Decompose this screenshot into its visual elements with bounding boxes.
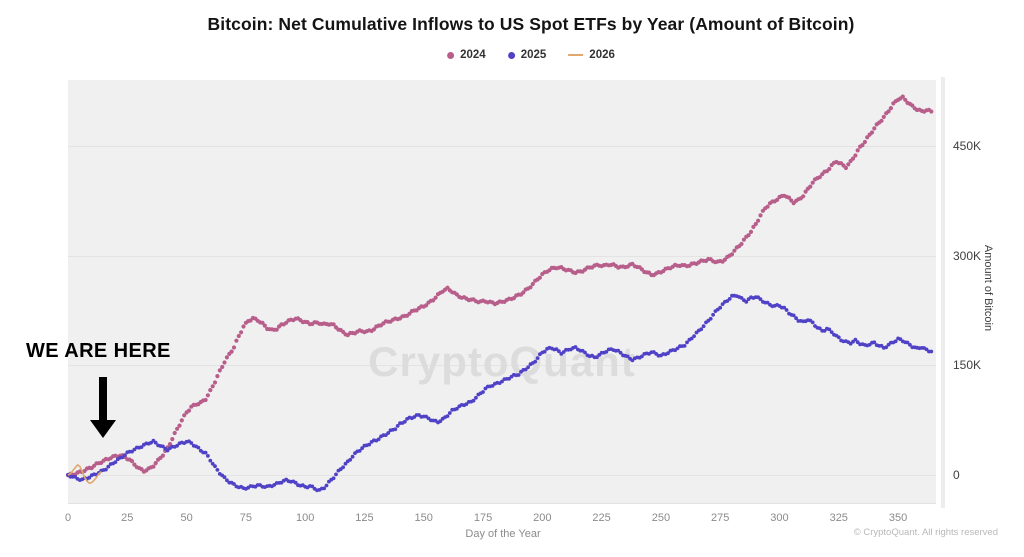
x-tick-label: 175 — [473, 512, 493, 524]
x-tick-label: 0 — [64, 512, 72, 524]
x-tick-label: 150 — [414, 512, 433, 524]
legend-label: 2024 — [460, 49, 486, 61]
legend-item-2025[interactable]: 2025 — [507, 49, 547, 61]
gridline-300K — [68, 255, 936, 257]
gridline-0 — [68, 475, 936, 477]
x-tick-label: 25 — [121, 512, 134, 524]
legend-item-2026[interactable]: 2026 — [568, 49, 615, 61]
y-tick-label: 150K — [953, 358, 982, 373]
x-tick-label: 350 — [888, 512, 908, 524]
legend-item-2024[interactable]: 2024 — [447, 49, 486, 61]
x-tick-label: 75 — [239, 512, 252, 524]
x-tick-label: 50 — [180, 512, 193, 524]
we-are-here-annotation: WE ARE HERE — [26, 340, 171, 362]
gridline-450K — [68, 145, 936, 147]
copyright-notice: © CryptoQuant. All rights reserved — [853, 527, 998, 538]
x-tick-label: 125 — [355, 512, 374, 524]
right-edge-strip — [941, 77, 945, 508]
y-axis-title: Amount of Bitcoin — [982, 244, 994, 332]
down-arrow-head-icon — [90, 420, 116, 438]
plot-area[interactable]: CryptoQuant — [68, 80, 936, 504]
legend-marker-2024 — [447, 51, 455, 59]
x-tick-label: 225 — [592, 512, 611, 524]
legend-label: 2026 — [589, 49, 615, 61]
chart-legend: 2024 2025 2026 — [447, 49, 615, 61]
x-tick-label: 250 — [651, 512, 671, 524]
y-tick-label: 0 — [953, 468, 960, 483]
x-tick-label: 300 — [770, 512, 789, 524]
cryptoquant-watermark: CryptoQuant — [368, 338, 636, 385]
gridline-150K — [68, 365, 936, 367]
legend-marker-2026 — [568, 54, 584, 56]
down-arrow-icon — [99, 377, 107, 421]
legend-label: 2025 — [520, 49, 547, 61]
chart-title: Bitcoin: Net Cumulative Inflows to US Sp… — [207, 14, 855, 34]
x-tick-label: 200 — [533, 512, 552, 524]
y-tick-label: 300K — [953, 248, 982, 263]
x-tick-label: 275 — [710, 512, 730, 524]
x-axis-title: Day of the Year — [465, 528, 541, 540]
legend-marker-2025 — [507, 51, 515, 59]
y-tick-label: 450K — [953, 138, 982, 153]
x-tick-label: 325 — [829, 512, 848, 524]
x-tick-label: 100 — [295, 512, 315, 524]
